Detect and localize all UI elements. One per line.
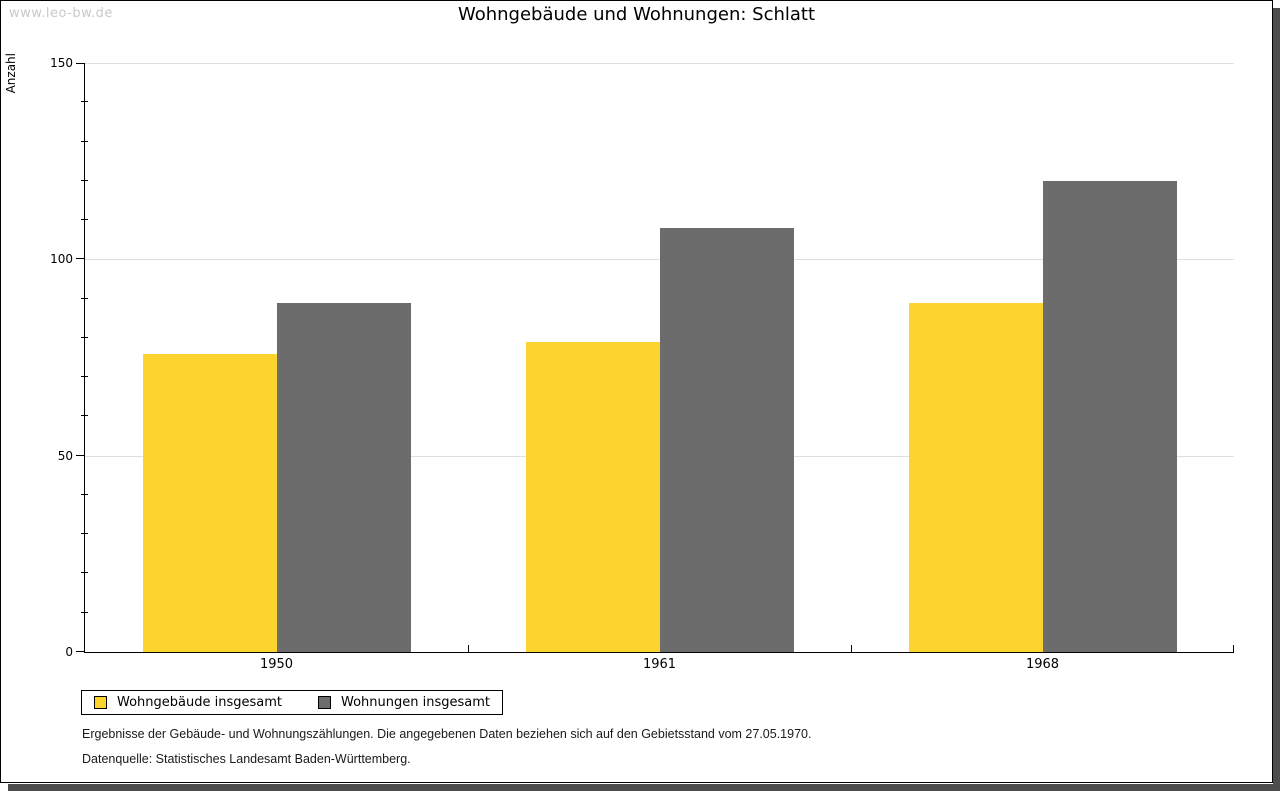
y-minor-tick-110: [81, 219, 88, 220]
legend-item-0: Wohngebäude insgesamt: [94, 695, 282, 710]
y-minor-tick-30: [81, 533, 88, 534]
page-shadow-bottom: [8, 784, 1280, 791]
y-minor-tick-80: [81, 337, 88, 338]
y-tick-label-100: 100: [50, 252, 73, 267]
y-minor-tick-60: [81, 415, 88, 416]
legend-swatch-0: [94, 696, 107, 709]
y-minor-tick-130: [81, 141, 88, 142]
footnote-source-note: Ergebnisse der Gebäude- und Wohnungszähl…: [82, 727, 812, 741]
bar-1961-1: [660, 228, 794, 652]
gridline-150: [85, 63, 1234, 64]
y-major-tick-150: [76, 63, 85, 64]
bar-1968-1: [1043, 181, 1177, 652]
footnote-data-source: Datenquelle: Statistisches Landesamt Bad…: [82, 752, 411, 766]
y-minor-tick-90: [81, 298, 88, 299]
y-minor-tick-20: [81, 572, 88, 573]
y-major-tick-0: [76, 651, 85, 652]
y-tick-label-50: 50: [57, 448, 73, 463]
plot-area: 0 50 100 150 1950 1961 1968: [50, 56, 1234, 672]
y-minor-tick-10: [81, 612, 88, 613]
legend: Wohngebäude insgesamt Wohnungen insgesamt: [81, 690, 503, 715]
y-minor-tick-70: [81, 376, 88, 377]
legend-label-1: Wohnungen insgesamt: [341, 695, 490, 710]
chart-title: Wohngebäude und Wohnungen: Schlatt: [457, 4, 816, 25]
y-tick-label-0: 0: [65, 645, 73, 659]
y-minor-tick-120: [81, 180, 88, 181]
legend-label-0: Wohngebäude insgesamt: [117, 695, 282, 710]
x-axis-end-cap: [1233, 645, 1234, 653]
legend-item-1: Wohnungen insgesamt: [318, 695, 490, 710]
y-major-tick-100: [76, 258, 85, 259]
x-label-1968: 1968: [1025, 657, 1060, 672]
bar-1950-0: [143, 354, 277, 652]
x-boundary-tick-2: [851, 645, 852, 652]
legend-swatch-1: [318, 696, 331, 709]
watermark: www.leo-bw.de: [9, 6, 113, 21]
y-minor-tick-40: [81, 494, 88, 495]
y-tick-label-150: 150: [50, 56, 73, 70]
y-axis-title: Anzahl: [4, 53, 18, 94]
gridline-100: [85, 259, 1234, 260]
page-shadow-right: [1273, 8, 1280, 791]
y-major-tick-50: [76, 455, 85, 456]
bar-1968-0: [909, 303, 1043, 652]
x-label-1950: 1950: [259, 657, 294, 672]
y-minor-tick-140: [81, 101, 88, 102]
x-boundary-tick-1: [468, 645, 469, 652]
x-label-1961: 1961: [642, 657, 677, 672]
bar-1961-0: [526, 342, 660, 652]
bar-1950-1: [277, 303, 411, 652]
